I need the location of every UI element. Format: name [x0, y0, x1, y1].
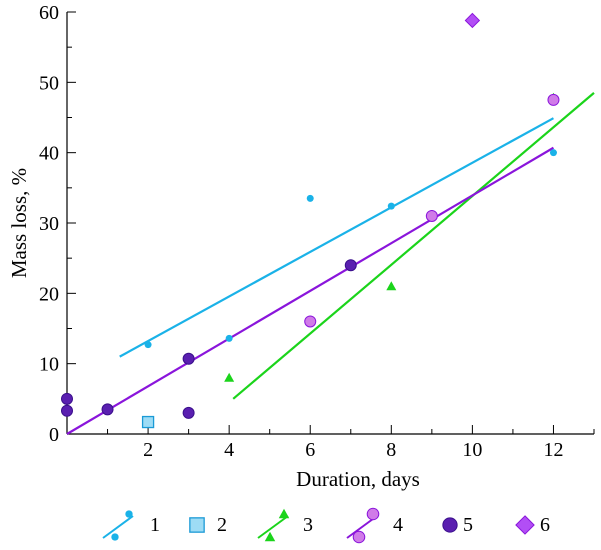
legend-label: 4 — [393, 514, 403, 536]
legend-label: 1 — [150, 514, 160, 536]
data-point-series-4 — [547, 93, 560, 106]
x-tick-label: 6 — [305, 439, 315, 461]
trend-line-series-4 — [66, 146, 555, 435]
x-axis-title: Duration, days — [296, 467, 420, 491]
trend-line-series-1 — [119, 117, 554, 358]
data-point-series-5 — [61, 404, 73, 417]
legend-marker — [515, 515, 535, 535]
data-point-series-5 — [182, 352, 195, 365]
data-point-series-5 — [101, 403, 114, 416]
legend-line — [257, 515, 289, 539]
legend-entry-3: 3 — [257, 508, 313, 542]
y-tick-label: 20 — [39, 283, 59, 305]
data-point-series-5 — [182, 406, 195, 419]
x-tick-label: 8 — [386, 439, 396, 461]
data-point-series-4 — [425, 209, 438, 222]
data-point-series-6 — [464, 12, 481, 29]
x-tick-label: 12 — [543, 439, 563, 461]
data-point-series-2 — [141, 415, 155, 429]
legend: 1 2 3 4 5 6 — [102, 507, 550, 544]
legend-entry-5: 5 — [442, 514, 473, 536]
y-tick-label: 10 — [39, 354, 59, 376]
y-tick-label: 0 — [49, 424, 59, 446]
legend-label: 5 — [463, 514, 473, 536]
legend-entry-1: 1 — [102, 510, 160, 541]
x-tick-label: 10 — [462, 439, 482, 461]
legend-marker — [442, 517, 458, 533]
y-tick-label: 40 — [39, 143, 59, 165]
data-point-series-4 — [304, 315, 317, 328]
legend-marker — [352, 530, 366, 544]
data-point-series-1 — [144, 341, 152, 349]
legend-entry-2: 2 — [189, 514, 227, 536]
data-point-series-3 — [224, 372, 235, 382]
legend-marker — [125, 510, 133, 518]
legend-entry-4: 4 — [346, 507, 403, 544]
legend-marker — [264, 531, 276, 542]
y-tick-label: 60 — [39, 2, 59, 24]
legend-marker — [366, 507, 380, 521]
data-point-series-1 — [225, 334, 233, 342]
data-point-series-1 — [306, 194, 314, 202]
legend-label: 3 — [303, 514, 313, 536]
data-point-series-1 — [549, 149, 557, 157]
legend-label: 2 — [217, 514, 227, 536]
legend-marker — [278, 508, 290, 519]
trend-line-series-3 — [232, 92, 595, 400]
data-point-series-3 — [386, 281, 397, 291]
data-point-series-5 — [344, 259, 357, 272]
data-point-series-5 — [61, 392, 73, 405]
data-point-series-1 — [387, 202, 395, 210]
legend-marker — [111, 533, 119, 541]
legend-entry-6: 6 — [515, 514, 550, 536]
legend-marker — [189, 517, 205, 533]
y-tick-label: 50 — [39, 72, 59, 94]
x-tick-label: 2 — [143, 439, 153, 461]
legend-line — [102, 515, 134, 539]
x-tick-label: 4 — [224, 439, 234, 461]
y-tick-label: 30 — [39, 213, 59, 235]
y-axis-title: Mass loss, % — [7, 168, 31, 278]
legend-label: 6 — [540, 514, 550, 536]
plot-area: 2 4 6 8 10 12 0 10 20 30 40 50 60 — [39, 2, 595, 461]
